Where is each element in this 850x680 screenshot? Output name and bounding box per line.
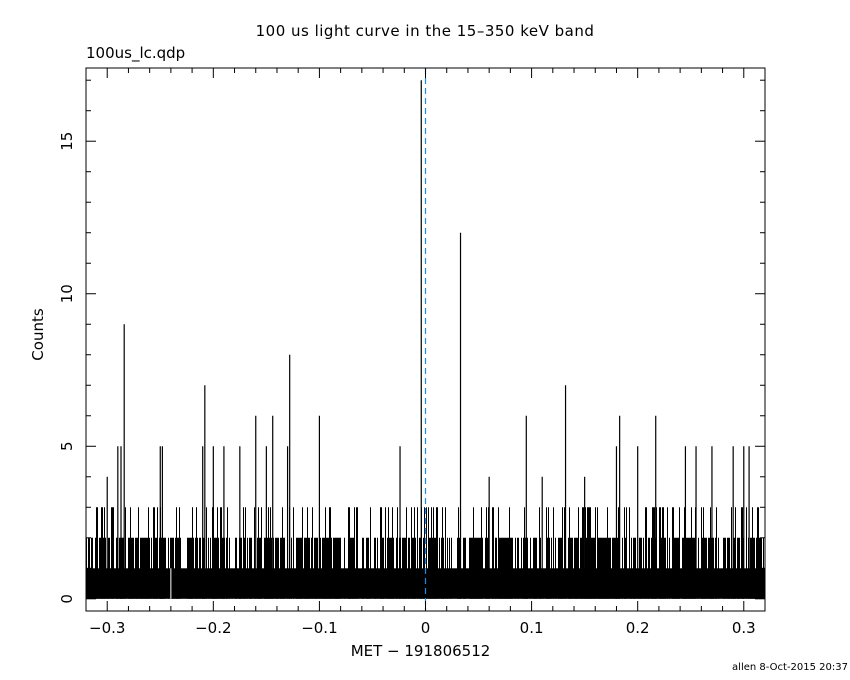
y-tick-label: 15 (58, 132, 76, 151)
x-tick-label: 0.2 (626, 619, 650, 637)
x-axis-title: MET − 191806512 (351, 642, 491, 660)
axis-ticks (85, 68, 766, 611)
file-label: 100us_lc.qdp (86, 44, 186, 62)
x-tick-label: 0.1 (520, 619, 544, 637)
axis-labels: −0.3 −0.2 −0.1 0 0.1 0.2 0.3 0 5 10 15 MET − 191806… (29, 132, 756, 660)
y-tick-label: 5 (58, 441, 76, 451)
x-tick-label: −0.2 (195, 619, 231, 637)
y-tick-label: 0 (58, 594, 76, 604)
x-tick-label: −0.1 (301, 619, 337, 637)
chart-title: 100 us light curve in the 15–350 keV ban… (255, 22, 595, 40)
y-tick-label: 10 (58, 284, 76, 303)
y-axis-title: Counts (29, 308, 47, 361)
x-tick-label: −0.3 (89, 619, 125, 637)
x-tick-label: 0.3 (732, 619, 756, 637)
x-tick-label: 0 (421, 619, 431, 637)
footer-stamp: allen 8-Oct-2015 20:37 (732, 662, 848, 673)
